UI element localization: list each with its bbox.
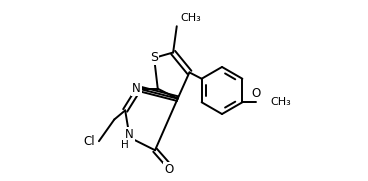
- Text: N: N: [125, 128, 134, 141]
- Text: O: O: [251, 87, 261, 100]
- Text: N: N: [132, 82, 141, 95]
- Text: CH₃: CH₃: [270, 97, 291, 107]
- Text: CH₃: CH₃: [180, 13, 201, 23]
- Text: O: O: [164, 163, 173, 176]
- Text: Cl: Cl: [84, 135, 95, 148]
- Text: H: H: [121, 140, 128, 150]
- Text: S: S: [150, 51, 158, 64]
